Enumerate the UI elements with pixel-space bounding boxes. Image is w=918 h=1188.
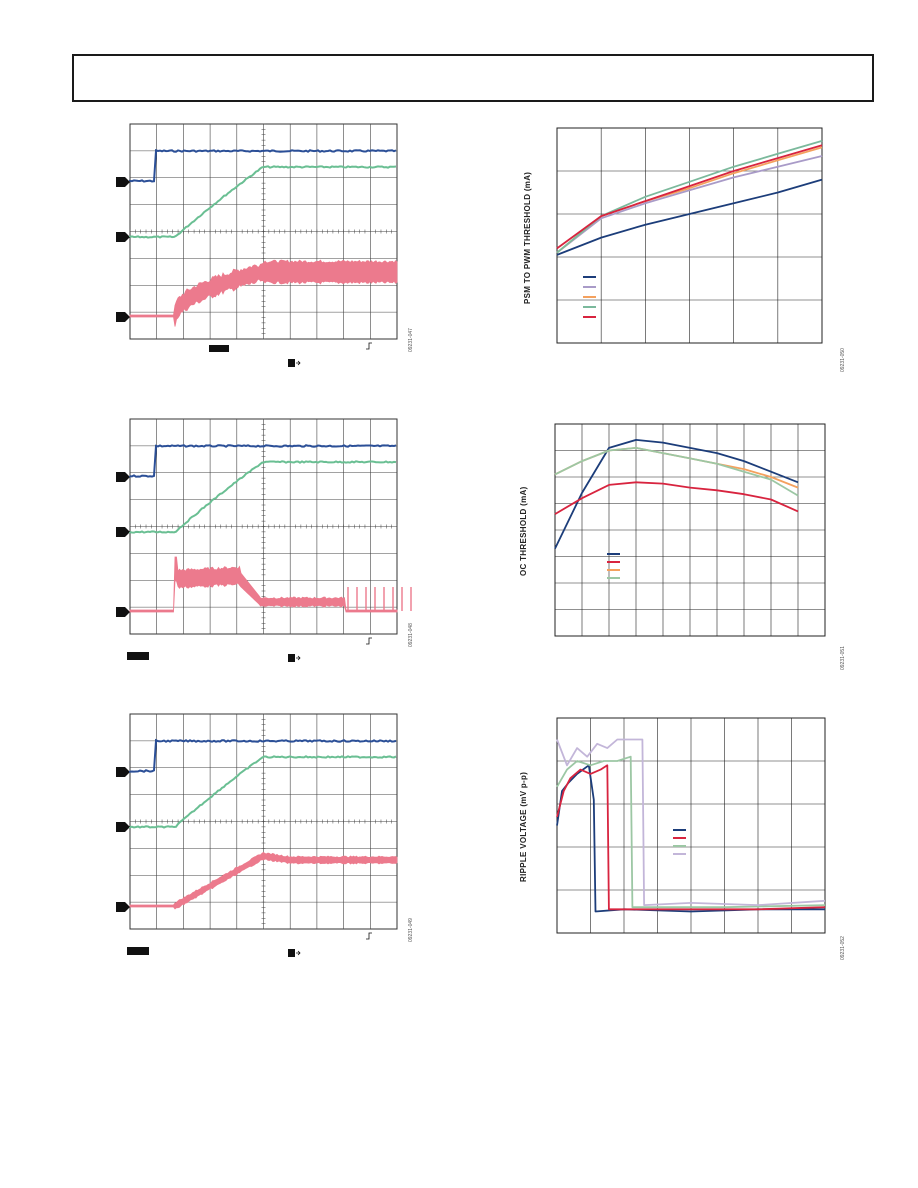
ripple-chart-plot xyxy=(556,717,826,934)
oc-threshold-chart: OC THRESHOLD (mA) 09231-051 xyxy=(515,418,855,678)
channel-ground-marker xyxy=(116,822,130,832)
oc-chart-plot xyxy=(554,423,826,637)
series-line-4 xyxy=(554,447,799,497)
header-box xyxy=(72,54,874,102)
trigger-edge-icon xyxy=(366,342,372,350)
figure-number: 09231-051 xyxy=(840,646,846,670)
scope-trace-green xyxy=(129,165,397,239)
series-line-2 xyxy=(556,155,823,254)
channel-readout-box xyxy=(127,652,149,660)
psm-chart-plot xyxy=(556,127,823,344)
channel-ground-marker xyxy=(116,902,130,912)
series-line-3 xyxy=(556,755,826,909)
trigger-arrow-icon xyxy=(296,950,301,956)
scope-panel-2: 09231-048 xyxy=(108,413,428,673)
scope-trace-green xyxy=(129,460,397,534)
ripple-voltage-chart: RIPPLE VOLTAGE (mV p-p) 09231-052 xyxy=(515,712,855,972)
scope-plot-3 xyxy=(116,713,398,957)
trigger-position-marker xyxy=(288,949,295,957)
figure-number: 09231-048 xyxy=(408,623,414,647)
scope-plot-2 xyxy=(116,418,412,662)
trigger-arrow-icon xyxy=(296,360,301,366)
channel-ground-marker xyxy=(116,472,130,482)
scope-trace-blue xyxy=(129,738,397,773)
figure-number: 09231-050 xyxy=(840,348,846,372)
series-line-5 xyxy=(556,144,823,250)
figure-number: 09231-047 xyxy=(408,328,414,352)
channel-ground-marker xyxy=(116,767,130,777)
scope-plot-1 xyxy=(116,123,398,367)
scope-trace-green xyxy=(129,755,397,829)
scope-panel-3: 09231-049 xyxy=(108,708,428,968)
figure-number: 09231-049 xyxy=(408,918,414,942)
series-line-2 xyxy=(556,764,826,911)
channel-readout-box xyxy=(127,947,149,955)
series-line-1 xyxy=(556,178,823,256)
trigger-position-marker xyxy=(288,359,295,367)
channel-ground-marker xyxy=(116,177,130,187)
scope-trace-pink xyxy=(129,556,398,613)
trigger-edge-icon xyxy=(366,637,372,645)
series-line-4 xyxy=(556,738,826,906)
trigger-edge-icon xyxy=(366,932,372,940)
series-line-2 xyxy=(554,481,799,515)
figure-number: 09231-052 xyxy=(840,936,846,960)
scope-trace-blue xyxy=(129,148,397,183)
scope-trace-pink xyxy=(129,259,398,327)
channel-ground-marker xyxy=(116,312,130,322)
channel-ground-marker xyxy=(116,607,130,617)
psm-threshold-chart: PSM TO PWM THRESHOLD (mA) 09231-050 xyxy=(515,120,855,380)
channel-ground-marker xyxy=(116,232,130,242)
series-line-1 xyxy=(554,439,799,549)
channel-ground-marker xyxy=(116,527,130,537)
trigger-arrow-icon xyxy=(296,655,301,661)
trigger-position-marker xyxy=(288,654,295,662)
scope-trace-blue xyxy=(129,444,397,478)
scope-panel-1: 09231-047 xyxy=(108,118,428,378)
channel-readout-box xyxy=(209,345,229,352)
scope-trace-pink xyxy=(129,851,398,910)
